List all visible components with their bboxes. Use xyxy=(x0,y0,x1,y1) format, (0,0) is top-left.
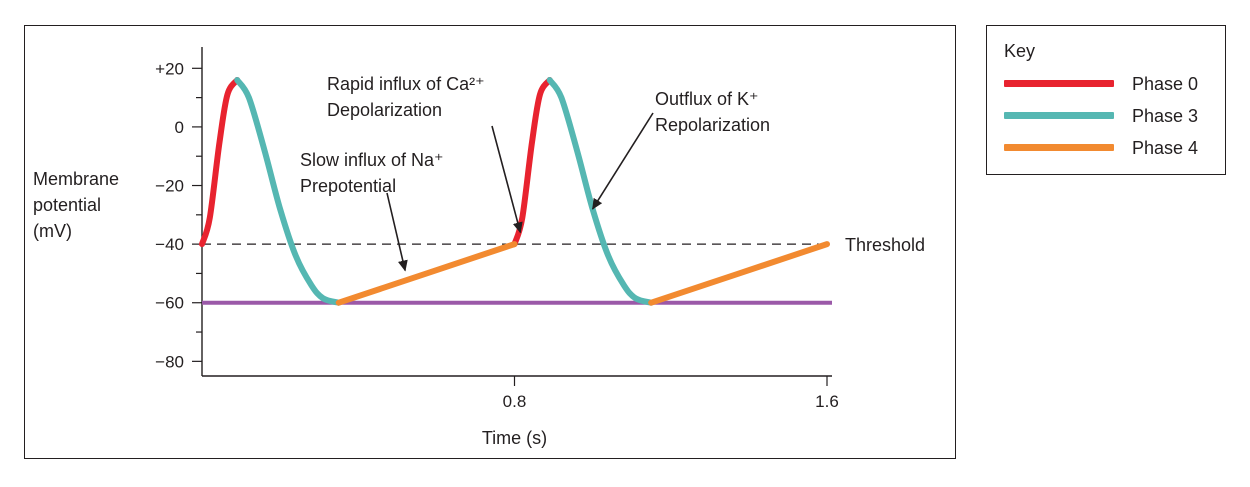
annotation-ca-depolarization-text: Depolarization xyxy=(327,100,442,120)
annotation-na-prepotential-text: Slow influx of Na⁺ xyxy=(300,150,444,170)
legend-item-phase-0: Phase 0 xyxy=(1004,72,1214,96)
series-phase-4-segment xyxy=(648,241,830,306)
legend-label-phase-4: Phase 4 xyxy=(1132,138,1199,158)
legend: Key Phase 0 Phase 3 Phase 4 xyxy=(986,25,1226,175)
y-tick-label: −60 xyxy=(155,294,184,313)
series-phase-3-segment xyxy=(234,77,342,306)
legend-item-phase-4: Phase 4 xyxy=(1004,136,1214,160)
chart-svg: +20 0 −20 −40 −60 −80 0.8 1.6 Time (s) Membrane po… xyxy=(33,47,925,448)
y-tick-label: +20 xyxy=(155,59,184,78)
annotation-na-prepotential-text: Prepotential xyxy=(300,176,396,196)
threshold-label: Threshold xyxy=(845,235,925,255)
legend-swatch-phase-0 xyxy=(1004,80,1114,87)
annotation-ca-depolarization-arrow xyxy=(491,125,523,234)
series-phase-3-segment xyxy=(546,77,655,306)
legend-swatch-phase-4 xyxy=(1004,144,1114,151)
legend-title: Key xyxy=(1004,41,1036,61)
legend-item-phase-3: Phase 3 xyxy=(1004,104,1214,128)
y-axis-title-line: Membrane xyxy=(33,169,119,189)
y-tick-label: 0 xyxy=(175,118,184,137)
legend-swatch-phase-3 xyxy=(1004,112,1114,119)
y-axis-title-line: (mV) xyxy=(33,221,72,241)
annotation-k-repolarization-arrow xyxy=(591,112,654,210)
chart-frame: +20 0 −20 −40 −60 −80 0.8 1.6 Time (s) Membrane po… xyxy=(24,25,956,459)
legend-label-phase-0: Phase 0 xyxy=(1132,74,1199,94)
annotation-ca-depolarization-text: Rapid influx of Ca²⁺ xyxy=(327,74,485,94)
series-phase-4-segment xyxy=(335,241,518,306)
legend-label-phase-3: Phase 3 xyxy=(1132,106,1199,126)
x-tick-label: 1.6 xyxy=(815,392,839,411)
y-tick-label: −20 xyxy=(155,177,184,196)
y-tick-label: −40 xyxy=(155,235,184,254)
annotation-k-repolarization-text: Outflux of K⁺ xyxy=(655,89,759,109)
y-tick-label: −80 xyxy=(155,352,184,371)
series-phase-0-segment xyxy=(511,77,553,248)
x-tick-label: 0.8 xyxy=(503,392,527,411)
series-phase-0-segment xyxy=(199,77,241,248)
annotation-k-repolarization-text: Repolarization xyxy=(655,115,770,135)
x-axis-title: Time (s) xyxy=(482,428,547,448)
annotation-na-prepotential-arrow xyxy=(386,192,408,272)
y-axis-title-line: potential xyxy=(33,195,101,215)
